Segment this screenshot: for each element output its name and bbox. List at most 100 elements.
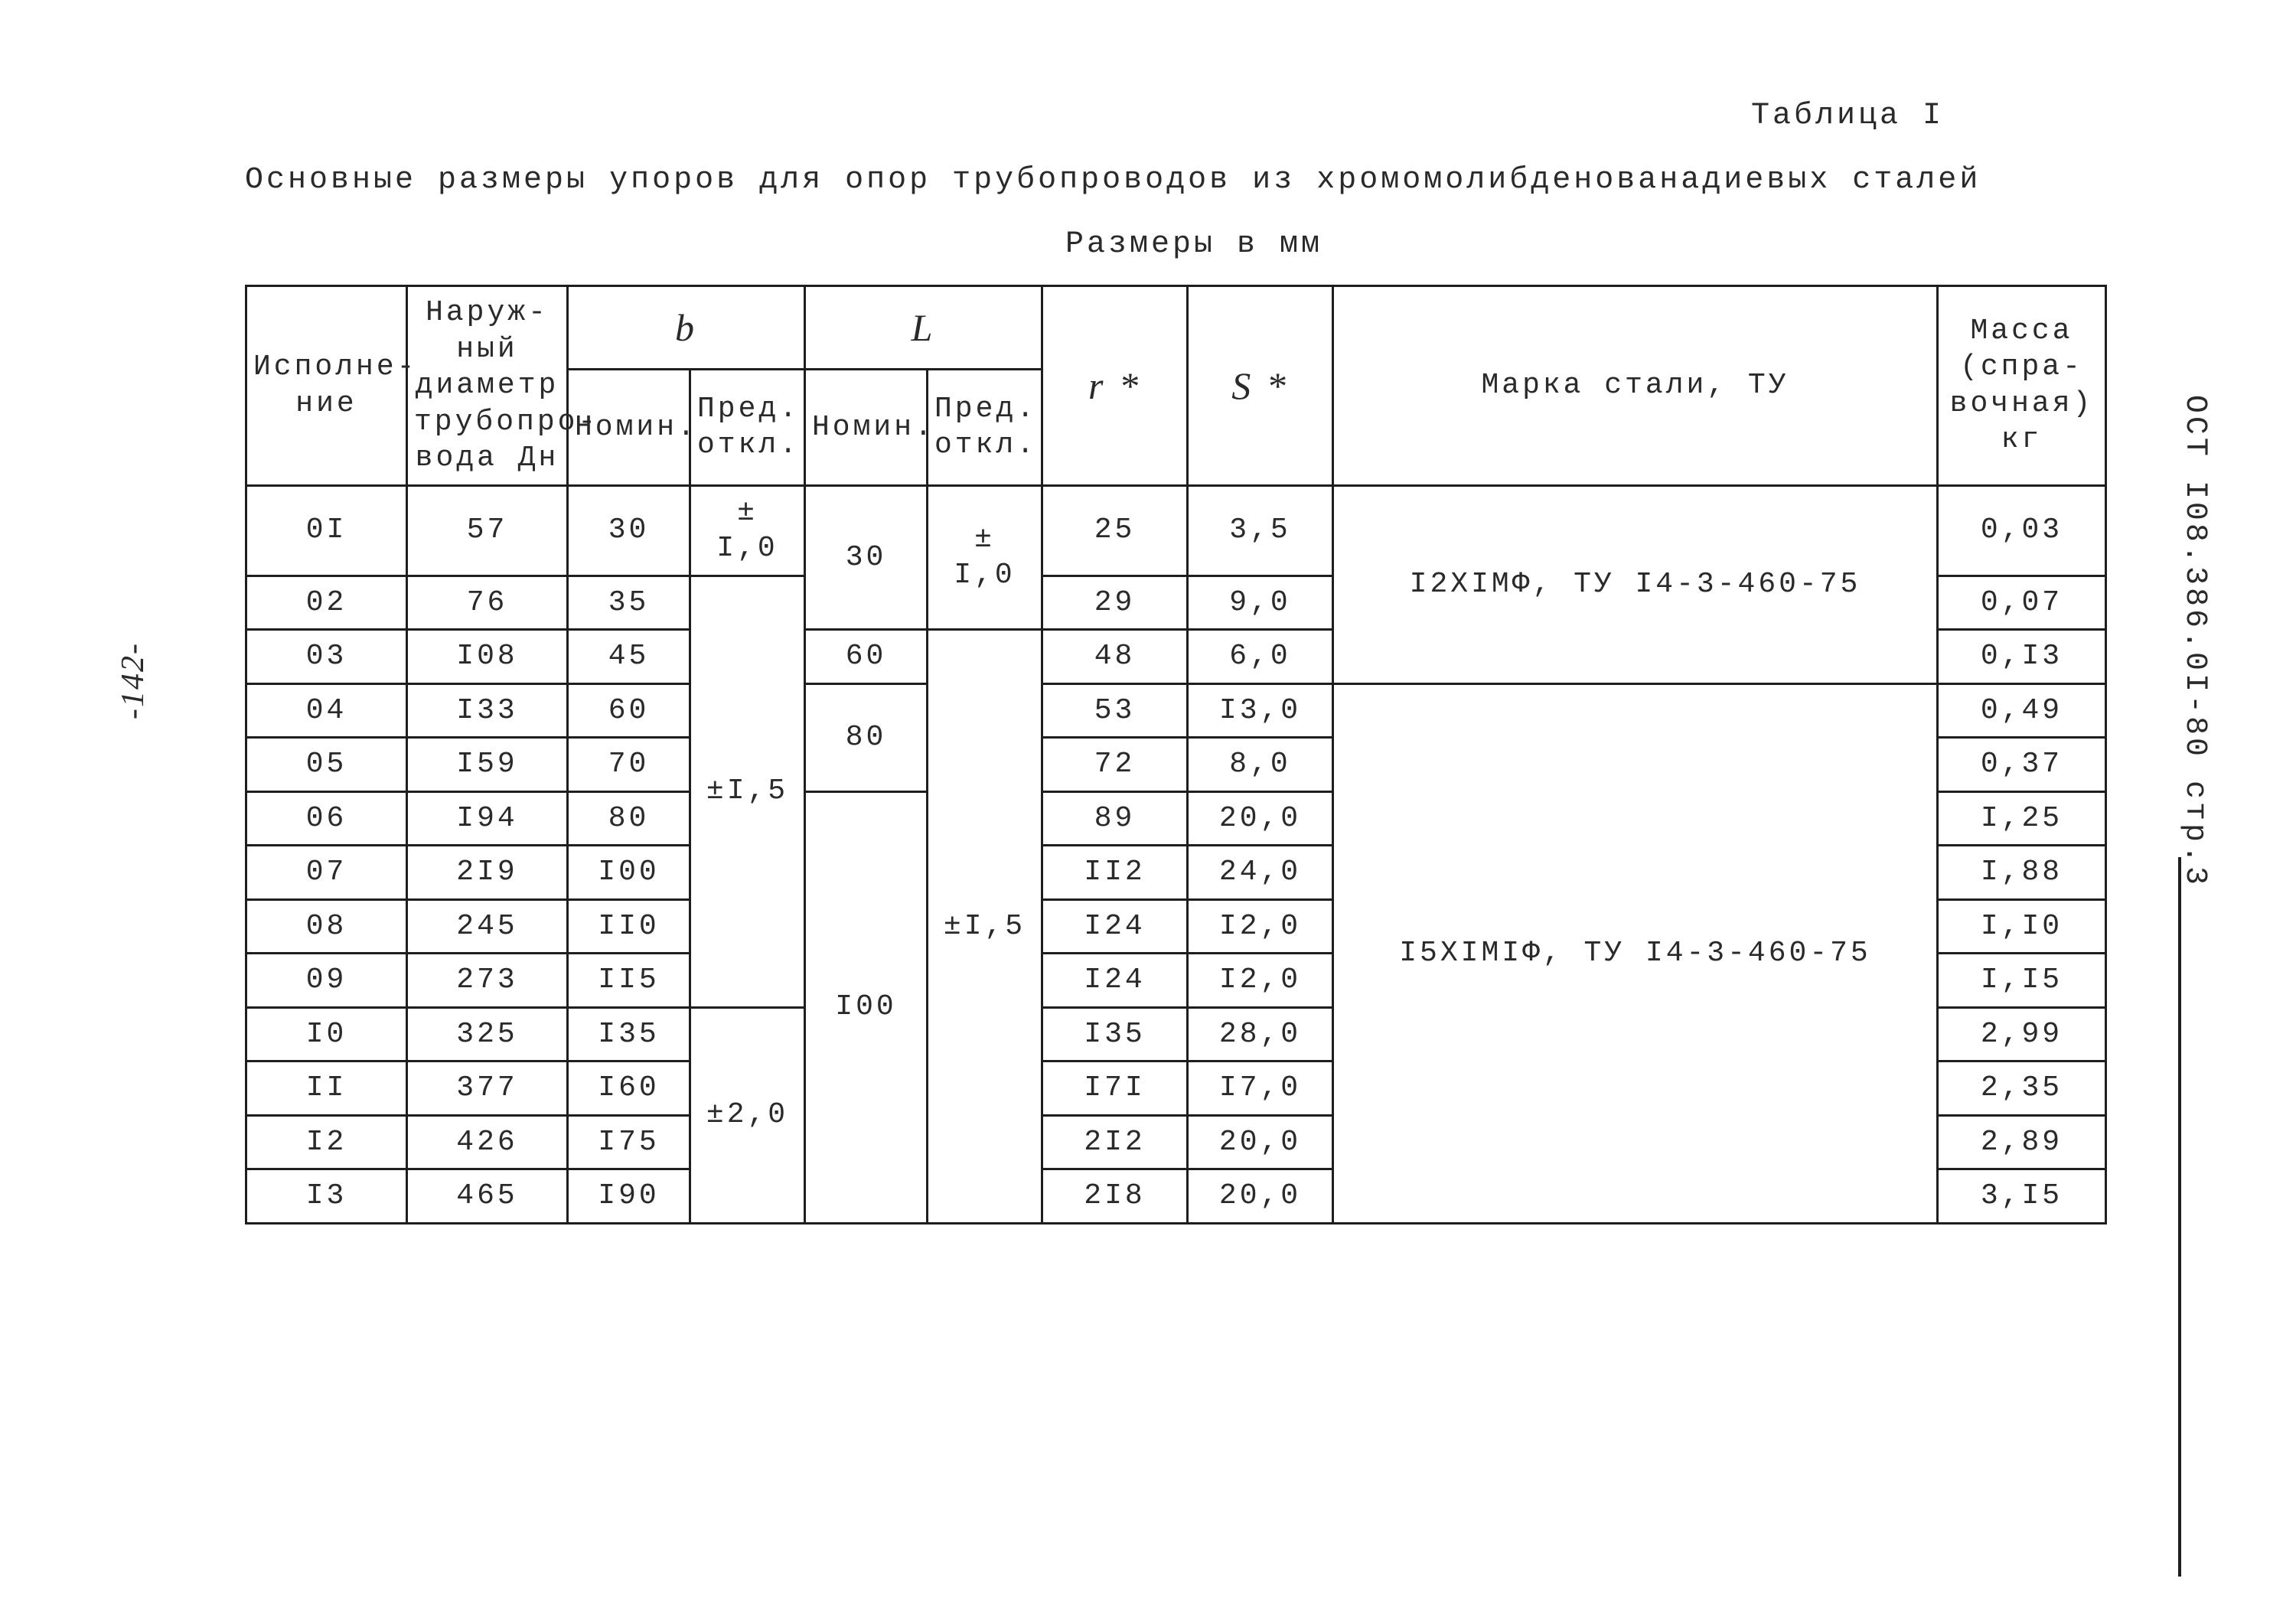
cell-exec: 09	[246, 954, 407, 1008]
cell-l-nom: I00	[805, 791, 928, 1223]
cell-dn: 2I9	[407, 846, 568, 900]
cell-exec: 04	[246, 683, 407, 738]
col-mass: Масса (спра- вочная) кг	[1938, 286, 2106, 486]
table-row: 04I33608053I3,0I5ХIМIФ, ТУ I4-3-460-750,…	[246, 683, 2106, 738]
cell-mass: 0,07	[1938, 576, 2106, 630]
cell-dn: 377	[407, 1061, 568, 1116]
table-head: Исполне- ние Наруж- ный диаметр трубопро…	[246, 286, 2106, 486]
cell-dn: 76	[407, 576, 568, 630]
cell-exec: I3	[246, 1169, 407, 1224]
cell-r: 89	[1042, 791, 1188, 846]
cell-exec: 08	[246, 899, 407, 954]
cell-b-nom: II0	[568, 899, 690, 954]
right-margin-rule	[2178, 857, 2181, 1577]
cell-r: 25	[1042, 485, 1188, 576]
page-number-left: -142-	[115, 642, 152, 719]
cell-s: 24,0	[1188, 846, 1333, 900]
cell-dn: I08	[407, 630, 568, 684]
cell-b-nom: 70	[568, 738, 690, 792]
cell-steel: I2ХIМФ, ТУ I4-3-460-75	[1333, 485, 1938, 683]
l-symbol: L	[912, 306, 936, 349]
cell-dn: 57	[407, 485, 568, 576]
cell-exec: I0	[246, 1007, 407, 1061]
cell-r: 48	[1042, 630, 1188, 684]
cell-b-dev: ±2,0	[690, 1007, 805, 1223]
cell-dn: 465	[407, 1169, 568, 1224]
cell-s: 8,0	[1188, 738, 1333, 792]
cell-r: 72	[1042, 738, 1188, 792]
cell-b-nom: 80	[568, 791, 690, 846]
s-symbol: S *	[1231, 364, 1289, 407]
cell-l-dev: ±I,5	[928, 630, 1042, 1224]
cell-b-nom: I60	[568, 1061, 690, 1116]
cell-mass: I,25	[1938, 791, 2106, 846]
cell-exec: 06	[246, 791, 407, 846]
cell-exec: 03	[246, 630, 407, 684]
cell-l-nom: 60	[805, 630, 928, 684]
cell-l-dev: ± I,0	[928, 485, 1042, 630]
cell-dn: 245	[407, 899, 568, 954]
cell-mass: 0,I3	[1938, 630, 2106, 684]
cell-s: 3,5	[1188, 485, 1333, 576]
cell-dn: I33	[407, 683, 568, 738]
cell-r: I24	[1042, 899, 1188, 954]
cell-s: I3,0	[1188, 683, 1333, 738]
cell-b-nom: 30	[568, 485, 690, 576]
col-b-nom: Номин.	[568, 370, 690, 485]
cell-r: 2I8	[1042, 1169, 1188, 1224]
cell-l-nom: 80	[805, 683, 928, 791]
cell-mass: 0,03	[1938, 485, 2106, 576]
cell-mass: 2,35	[1938, 1061, 2106, 1116]
cell-s: 20,0	[1188, 1115, 1333, 1169]
cell-dn: I94	[407, 791, 568, 846]
cell-b-nom: I90	[568, 1169, 690, 1224]
cell-b-nom: I00	[568, 846, 690, 900]
cell-exec: I2	[246, 1115, 407, 1169]
cell-r: 29	[1042, 576, 1188, 630]
cell-mass: I,I5	[1938, 954, 2106, 1008]
document-code: ОСТ I08.386.0I-80 стр.3	[2177, 395, 2212, 888]
cell-s: 20,0	[1188, 1169, 1333, 1224]
r-symbol: r *	[1088, 364, 1141, 407]
dimensions-table: Исполне- ние Наруж- ный диаметр трубопро…	[245, 285, 2107, 1225]
cell-dn: 426	[407, 1115, 568, 1169]
col-dn: Наруж- ный диаметр трубопро- вода Дн	[407, 286, 568, 486]
b-symbol: b	[675, 306, 697, 349]
cell-dn: 325	[407, 1007, 568, 1061]
cell-b-nom: 45	[568, 630, 690, 684]
cell-dn: I59	[407, 738, 568, 792]
cell-steel: I5ХIМIФ, ТУ I4-3-460-75	[1333, 683, 1938, 1223]
table-row: 0I5730± I,030± I,0253,5I2ХIМФ, ТУ I4-3-4…	[246, 485, 2106, 576]
cell-exec: 02	[246, 576, 407, 630]
cell-r: 2I2	[1042, 1115, 1188, 1169]
cell-l-nom: 30	[805, 485, 928, 630]
cell-exec: 05	[246, 738, 407, 792]
cell-r: 53	[1042, 683, 1188, 738]
col-steel: Марка стали, ТУ	[1333, 286, 1938, 486]
cell-mass: I,I0	[1938, 899, 2106, 954]
cell-s: I7,0	[1188, 1061, 1333, 1116]
table-number: Таблица I	[245, 92, 2143, 141]
cell-b-nom: I35	[568, 1007, 690, 1061]
cell-s: 20,0	[1188, 791, 1333, 846]
cell-mass: 3,I5	[1938, 1169, 2106, 1224]
cell-mass: 0,37	[1938, 738, 2106, 792]
cell-dn: 273	[407, 954, 568, 1008]
cell-s: I2,0	[1188, 899, 1333, 954]
cell-b-nom: 60	[568, 683, 690, 738]
table-body: 0I5730± I,030± I,0253,5I2ХIМФ, ТУ I4-3-4…	[246, 485, 2106, 1223]
cell-exec: 07	[246, 846, 407, 900]
col-b-group: b	[568, 286, 805, 370]
cell-s: 9,0	[1188, 576, 1333, 630]
col-l-dev: Пред. откл.	[928, 370, 1042, 485]
cell-mass: 2,99	[1938, 1007, 2106, 1061]
cell-s: 6,0	[1188, 630, 1333, 684]
cell-r: II2	[1042, 846, 1188, 900]
page: Таблица I Основные размеры упоров для оп…	[0, 0, 2296, 1624]
col-exec: Исполне- ние	[246, 286, 407, 486]
col-l-group: L	[805, 286, 1042, 370]
cell-mass: I,88	[1938, 846, 2106, 900]
cell-mass: 0,49	[1938, 683, 2106, 738]
units-line: Размеры в мм	[245, 220, 2143, 269]
col-r: r *	[1042, 286, 1188, 486]
